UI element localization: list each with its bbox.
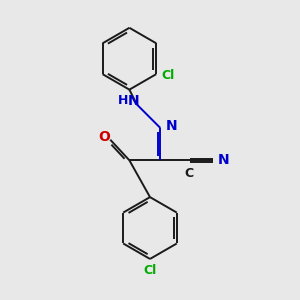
Text: N: N [218, 153, 229, 167]
Text: N: N [166, 119, 177, 134]
Text: Cl: Cl [161, 69, 175, 82]
Text: N: N [128, 94, 139, 108]
Text: O: O [98, 130, 110, 144]
Text: Cl: Cl [143, 264, 157, 277]
Text: C: C [184, 167, 194, 180]
Text: H: H [117, 94, 128, 107]
